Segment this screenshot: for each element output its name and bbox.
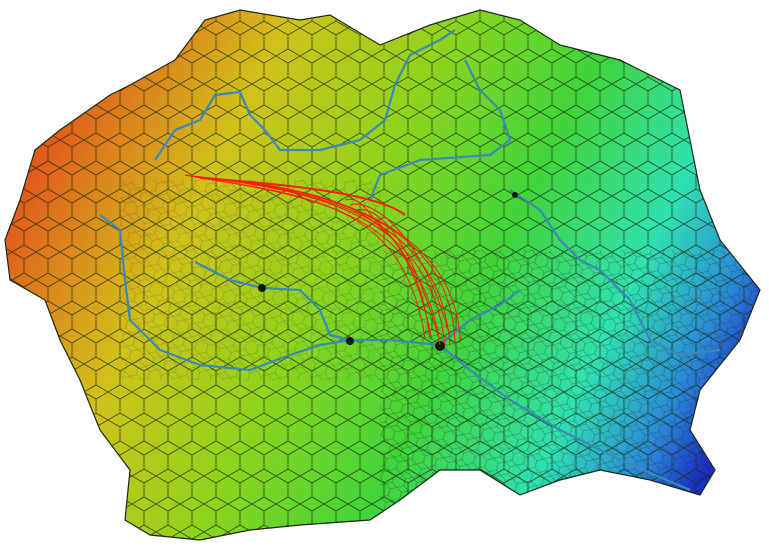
mesh-node — [258, 284, 266, 292]
terrain-surface — [0, 0, 769, 548]
mesh-node — [512, 192, 518, 198]
terrain-mesh-view — [0, 0, 769, 548]
page — [0, 0, 769, 548]
mesh-node — [346, 337, 354, 345]
mesh-cells-fine — [380, 250, 769, 548]
